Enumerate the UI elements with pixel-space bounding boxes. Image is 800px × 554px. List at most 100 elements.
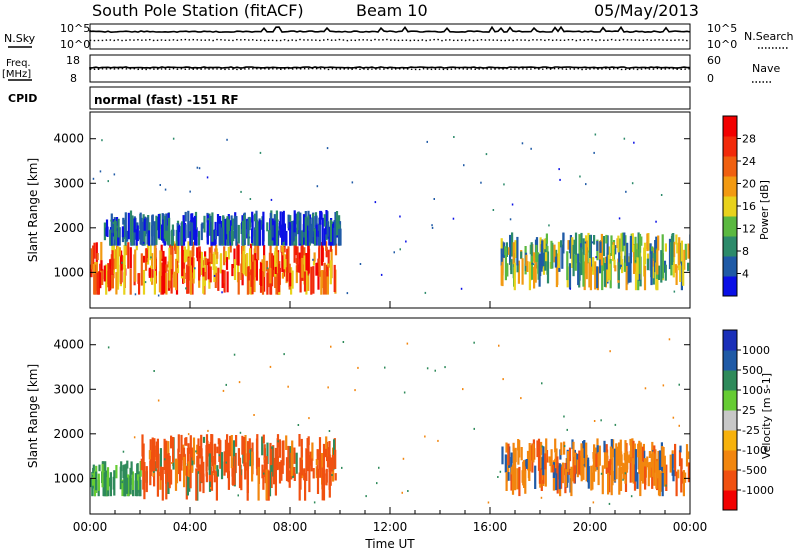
power-echo-cell-312	[274, 266, 277, 274]
power-echo-noise-82	[558, 168, 560, 171]
power-echo-noise-28	[431, 224, 433, 227]
power-echo-cell-243	[231, 264, 234, 277]
velocity-echo-cell-143	[210, 471, 214, 491]
velocity-echo-noise-19	[251, 452, 253, 455]
power-echo-noise-62	[492, 209, 495, 211]
power-echo-cell-254	[203, 265, 206, 272]
power-echo-cell-421	[187, 210, 190, 238]
power-echo-cell-601	[266, 222, 269, 232]
power-echo-cell-455	[126, 230, 129, 242]
power-echo-noise-76	[221, 291, 223, 294]
power-colorbar: 4 8 12 16 20 24 28	[722, 115, 756, 297]
velocity-echo-noise-1	[678, 424, 680, 427]
power-echo-noise-59	[591, 241, 594, 244]
power-echo-cell-606	[235, 216, 238, 246]
power-colorbar-tick-label-2: 12	[742, 223, 756, 236]
power-echo-cell-720	[574, 232, 578, 264]
velocity-echo-cell-427	[514, 447, 517, 463]
power-echo-cell-581	[247, 230, 250, 246]
velocity-echo-noise-42	[614, 423, 617, 426]
velocity-echo-cell-446	[517, 439, 520, 451]
power-echo-noise-2	[198, 167, 201, 170]
power-echo-cell-648	[114, 221, 117, 241]
power-echo-cell-770	[683, 249, 686, 270]
power-echo-cell-342	[175, 258, 178, 291]
power-echo-cell-565	[122, 217, 125, 225]
power-echo-noise-7	[673, 290, 676, 293]
power-echo-cell-852	[553, 244, 556, 263]
velocity-echo-cell-80	[249, 448, 252, 467]
velocity-echo-cell-333	[151, 437, 154, 467]
power-echo-noise-75	[112, 222, 115, 224]
velocity-echo-noise-16	[407, 490, 409, 492]
power-panel: 1000 2000 3000 4000 Slant Range [km] 4 8 12 16…	[26, 111, 771, 309]
velocity-echo-cell-326	[180, 434, 183, 466]
velocity-echo-cell-294	[208, 453, 211, 475]
velocity-echo-cell-179	[160, 466, 163, 481]
velocity-echo-cell-355	[612, 439, 615, 458]
power-echo-noise-53	[326, 147, 329, 150]
velocity-echo-cell-325	[216, 469, 220, 477]
power-echo-noise-25	[521, 142, 524, 145]
velocity-echo-noise-37	[195, 450, 197, 453]
velocity-echo-cell-236	[325, 436, 328, 457]
power-echo-noise-61	[226, 138, 228, 141]
velocity-echo-cell-599	[597, 452, 600, 486]
velocity-echo-cell-169	[322, 470, 326, 501]
velocity-echo-noise-32	[153, 370, 155, 372]
velocity-echo-cell-55	[101, 464, 104, 488]
power-echo-cell-217	[100, 241, 103, 273]
velocity-colorbar-swatch-6	[723, 370, 737, 391]
power-echo-cell-811	[687, 243, 690, 259]
velocity-echo-cell-129	[248, 438, 251, 450]
power-echo-cell-195	[162, 250, 165, 279]
power-echo-cell-172	[114, 249, 117, 270]
velocity-echo-cell-65	[106, 467, 110, 491]
power-echo-cell-875	[572, 244, 575, 277]
velocity-echo-cell-532	[643, 458, 646, 467]
velocity-echo-cell-371	[643, 450, 646, 463]
power-echo-cell-917	[638, 233, 642, 253]
velocity-echo-cell-7	[119, 466, 122, 490]
power-echo-cell-207	[227, 246, 230, 260]
velocity-echo-cell-425	[641, 446, 644, 462]
power-echo-cell-181	[94, 264, 97, 295]
power-echo-noise-51	[254, 227, 257, 230]
velocity-echo-cell-117	[196, 455, 199, 468]
power-echo-cell-672	[293, 210, 296, 233]
power-echo-cell-836	[673, 241, 676, 258]
velocity-echo-cell-228	[315, 459, 318, 466]
power-echo-cell-315	[111, 250, 114, 275]
velocity-echo-cell-419	[632, 440, 635, 466]
velocity-echo-cell-320	[189, 469, 192, 489]
power-echo-cell-786	[568, 263, 572, 289]
power-echo-cell-330	[281, 272, 284, 279]
velocity-echo-cell-525	[629, 438, 632, 446]
velocity-echo-noise-28	[283, 353, 285, 356]
power-echo-cell-98	[312, 266, 315, 294]
velocity-echo-cell-454	[548, 456, 551, 463]
power-colorbar-tick-label-3: 16	[742, 200, 756, 213]
nave-top-tick: 60	[707, 54, 721, 67]
velocity-echo-cell-145	[289, 446, 292, 469]
velocity-colorbar-swatch-8	[723, 330, 737, 351]
power-echo-cell-470	[296, 212, 300, 235]
velocity-echo-cell-433	[671, 453, 674, 476]
power-echo-cell-564	[313, 228, 316, 246]
velocity-echo-cell-565	[672, 470, 675, 482]
velocity-echo-cell-590	[556, 456, 559, 474]
velocity-echo-cell-394	[603, 449, 607, 469]
velocity-echo-cell-324	[220, 452, 224, 480]
power-echo-cell-809	[602, 238, 605, 247]
velocity-echo-noise-17	[233, 353, 236, 356]
velocity-echo-cell-130	[262, 434, 265, 444]
power-echo-cell-116	[173, 241, 176, 248]
power-echo-cell-215	[281, 251, 284, 272]
power-echo-cell-568	[326, 221, 329, 237]
power-echo-cell-310	[293, 243, 296, 263]
power-echo-cell-295	[242, 251, 245, 275]
velocity-echo-cell-498	[661, 446, 664, 467]
power-echo-noise-54	[660, 194, 663, 196]
power-echo-cell-719	[500, 238, 503, 254]
power-echo-cell-723	[652, 266, 655, 279]
